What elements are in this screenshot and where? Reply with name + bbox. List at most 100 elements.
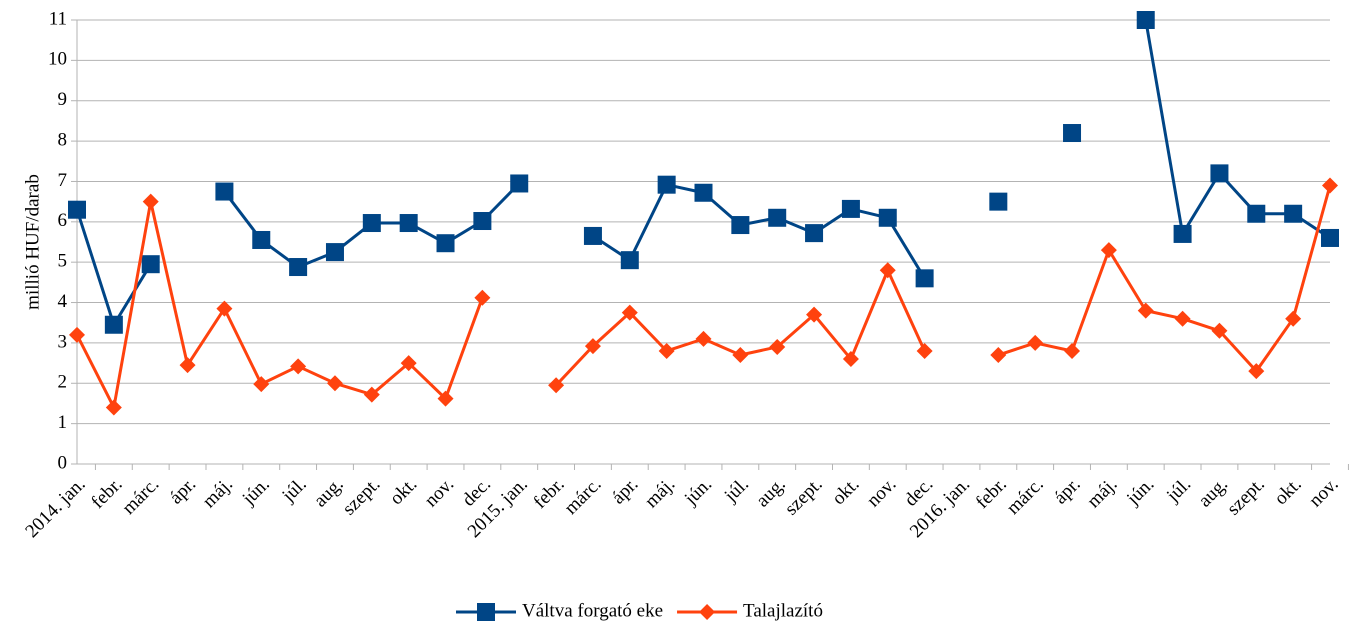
x-tick-label: júl. xyxy=(720,474,753,507)
marker xyxy=(878,208,897,227)
marker xyxy=(1210,164,1229,183)
y-tick-label: 9 xyxy=(58,89,68,110)
legend-marker xyxy=(477,603,495,621)
marker xyxy=(400,355,417,372)
marker xyxy=(363,386,380,403)
marker xyxy=(658,342,675,359)
y-tick-label: 1 xyxy=(58,412,68,433)
marker xyxy=(216,300,233,317)
x-tick-label: ápr. xyxy=(166,474,201,509)
marker xyxy=(437,390,454,407)
x-tick-label: jún. xyxy=(238,474,274,510)
x-tick-label: márc. xyxy=(118,474,163,519)
marker xyxy=(1027,334,1044,351)
marker xyxy=(915,269,934,288)
x-tick-label: jún. xyxy=(680,474,716,510)
y-tick-label: 6 xyxy=(58,210,68,231)
x-tick-label: szept. xyxy=(1223,474,1269,520)
y-tick-label: 0 xyxy=(58,452,68,473)
marker xyxy=(1284,204,1303,223)
marker xyxy=(473,212,492,231)
marker xyxy=(68,200,86,219)
x-tick-label: 2014. jan. xyxy=(21,474,89,542)
marker xyxy=(1285,310,1302,327)
marker xyxy=(584,338,601,355)
marker xyxy=(179,357,196,374)
marker xyxy=(841,199,860,218)
x-tick-label: nov. xyxy=(1305,474,1342,511)
marker xyxy=(806,306,823,323)
x-tick-label: máj. xyxy=(1083,474,1121,512)
marker xyxy=(1100,242,1117,259)
marker xyxy=(362,214,381,233)
marker xyxy=(141,255,160,274)
marker xyxy=(548,377,565,394)
marker xyxy=(657,175,676,194)
y-tick-label: 3 xyxy=(58,331,68,352)
marker xyxy=(104,315,123,334)
marker xyxy=(289,258,308,277)
y-axis-label: millió HUF/darab xyxy=(22,174,43,310)
marker xyxy=(290,358,307,375)
x-tick-label: jún. xyxy=(1122,474,1158,510)
marker xyxy=(1063,124,1082,143)
marker xyxy=(1137,302,1154,319)
legend-marker xyxy=(699,604,716,620)
marker xyxy=(1174,310,1191,327)
marker xyxy=(399,214,418,233)
x-tick-label: okt. xyxy=(828,474,863,509)
x-tick-label: máj. xyxy=(641,474,679,512)
series-line xyxy=(75,185,1332,409)
marker xyxy=(215,182,234,201)
marker xyxy=(142,193,159,210)
y-tick-label: 5 xyxy=(58,251,68,272)
marker xyxy=(252,230,271,249)
x-tick-label: júl. xyxy=(278,474,311,507)
marker xyxy=(69,326,85,343)
marker xyxy=(732,347,749,364)
y-tick-label: 4 xyxy=(58,291,68,312)
marker xyxy=(768,208,787,227)
x-tick-label: júl. xyxy=(1162,474,1195,507)
marker xyxy=(805,224,824,243)
marker xyxy=(842,351,859,368)
marker xyxy=(326,375,343,392)
y-tick-label: 7 xyxy=(58,170,68,191)
marker xyxy=(1321,228,1339,247)
y-tick-label: 2 xyxy=(58,372,68,393)
x-tick-label: ápr. xyxy=(1050,474,1085,509)
marker xyxy=(583,226,602,245)
x-tick-label: máj. xyxy=(199,474,237,512)
marker xyxy=(325,243,344,262)
x-tick-label: szept. xyxy=(781,474,827,520)
marker xyxy=(990,347,1007,364)
marker xyxy=(253,376,270,393)
x-tick-label: márc. xyxy=(1003,474,1048,519)
marker xyxy=(620,251,639,270)
marker xyxy=(769,338,786,355)
y-tick-label: 11 xyxy=(49,8,67,29)
y-tick-label: 8 xyxy=(58,129,68,150)
marker xyxy=(916,342,933,359)
marker xyxy=(105,399,122,416)
marker xyxy=(621,304,638,321)
y-tick-label: 10 xyxy=(48,49,67,70)
series-line xyxy=(75,19,1331,327)
marker xyxy=(510,174,529,193)
marker xyxy=(436,234,455,253)
marker xyxy=(1248,363,1265,380)
x-tick-label: okt. xyxy=(1270,474,1305,509)
x-tick-label: okt. xyxy=(386,474,421,509)
x-tick-label: márc. xyxy=(560,474,605,519)
x-tick-label: szept. xyxy=(339,474,385,520)
legend-label: Talajlazító xyxy=(743,600,823,621)
legend-label: Váltva forgató eke xyxy=(522,600,663,621)
marker xyxy=(731,216,750,235)
marker xyxy=(989,192,1008,211)
x-tick-label: nov. xyxy=(863,474,900,511)
marker xyxy=(1173,224,1192,243)
marker xyxy=(694,183,713,202)
marker xyxy=(1322,177,1338,194)
marker xyxy=(1136,11,1155,29)
